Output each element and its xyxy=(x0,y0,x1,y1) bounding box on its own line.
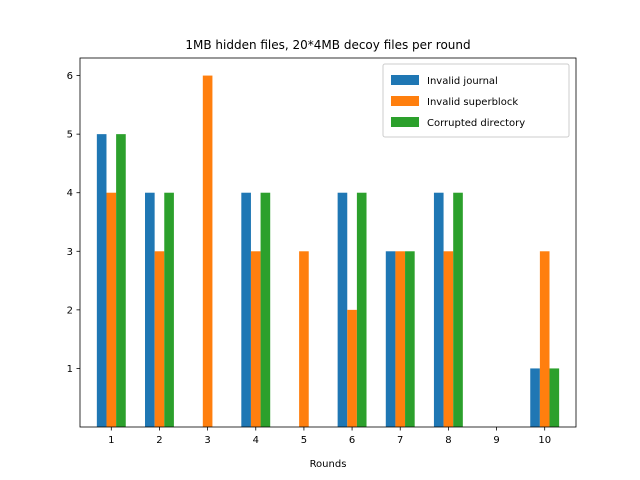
x-tick-label: 7 xyxy=(397,435,403,446)
x-tick-label: 5 xyxy=(301,435,307,446)
legend-label: Corrupted directory xyxy=(427,118,525,129)
y-tick-label: 6 xyxy=(67,71,73,82)
x-tick-label: 1 xyxy=(108,435,114,446)
legend-swatch xyxy=(391,75,419,85)
bar xyxy=(433,192,444,427)
plot-frame xyxy=(79,57,577,428)
y-tick-label: 2 xyxy=(67,305,73,316)
bar xyxy=(299,251,309,427)
bars-group xyxy=(96,75,560,427)
x-tick-label: 3 xyxy=(204,435,210,446)
x-axis-ticks: 1 2 3 4 5 6 7 8 9 10 xyxy=(108,427,551,446)
bar xyxy=(106,192,117,427)
bar xyxy=(154,251,165,427)
legend-label: Invalid superblock xyxy=(427,97,518,108)
bar xyxy=(241,192,251,427)
bar xyxy=(164,192,174,427)
bar xyxy=(96,134,107,427)
bar xyxy=(395,251,406,427)
x-tick-label: 8 xyxy=(445,435,451,446)
y-tick-label: 5 xyxy=(67,130,73,141)
bar xyxy=(202,75,213,427)
legend: Invalid journal Invalid superblock Corrupt… xyxy=(382,63,570,138)
bar xyxy=(250,251,261,427)
legend-frame xyxy=(382,63,570,138)
bar xyxy=(405,251,415,427)
bar xyxy=(145,192,155,427)
x-tick-label: 9 xyxy=(493,435,499,446)
bar xyxy=(453,192,463,427)
bar xyxy=(443,251,454,427)
legend-swatch xyxy=(391,117,419,127)
x-tick-label: 10 xyxy=(538,435,551,446)
bar xyxy=(549,368,560,427)
legend-label: Invalid journal xyxy=(427,76,498,87)
bar xyxy=(530,368,540,427)
bar xyxy=(116,134,126,427)
y-axis-ticks: 1 2 3 4 5 6 xyxy=(67,71,80,375)
y-tick-label: 4 xyxy=(67,188,73,199)
bar xyxy=(356,192,367,427)
bar xyxy=(385,251,396,427)
bar xyxy=(260,192,271,427)
chart-title: 1MB hidden files, 20*4MB decoy files per… xyxy=(185,38,470,52)
bar xyxy=(337,192,348,427)
x-tick-label: 2 xyxy=(156,435,162,446)
x-axis-label: Rounds xyxy=(310,459,347,470)
x-tick-label: 4 xyxy=(253,435,259,446)
bar xyxy=(539,251,550,427)
x-tick-label: 6 xyxy=(349,435,355,446)
bar xyxy=(347,309,357,427)
legend-swatch xyxy=(391,96,419,106)
y-tick-label: 3 xyxy=(67,247,73,258)
y-tick-label: 1 xyxy=(67,364,73,375)
